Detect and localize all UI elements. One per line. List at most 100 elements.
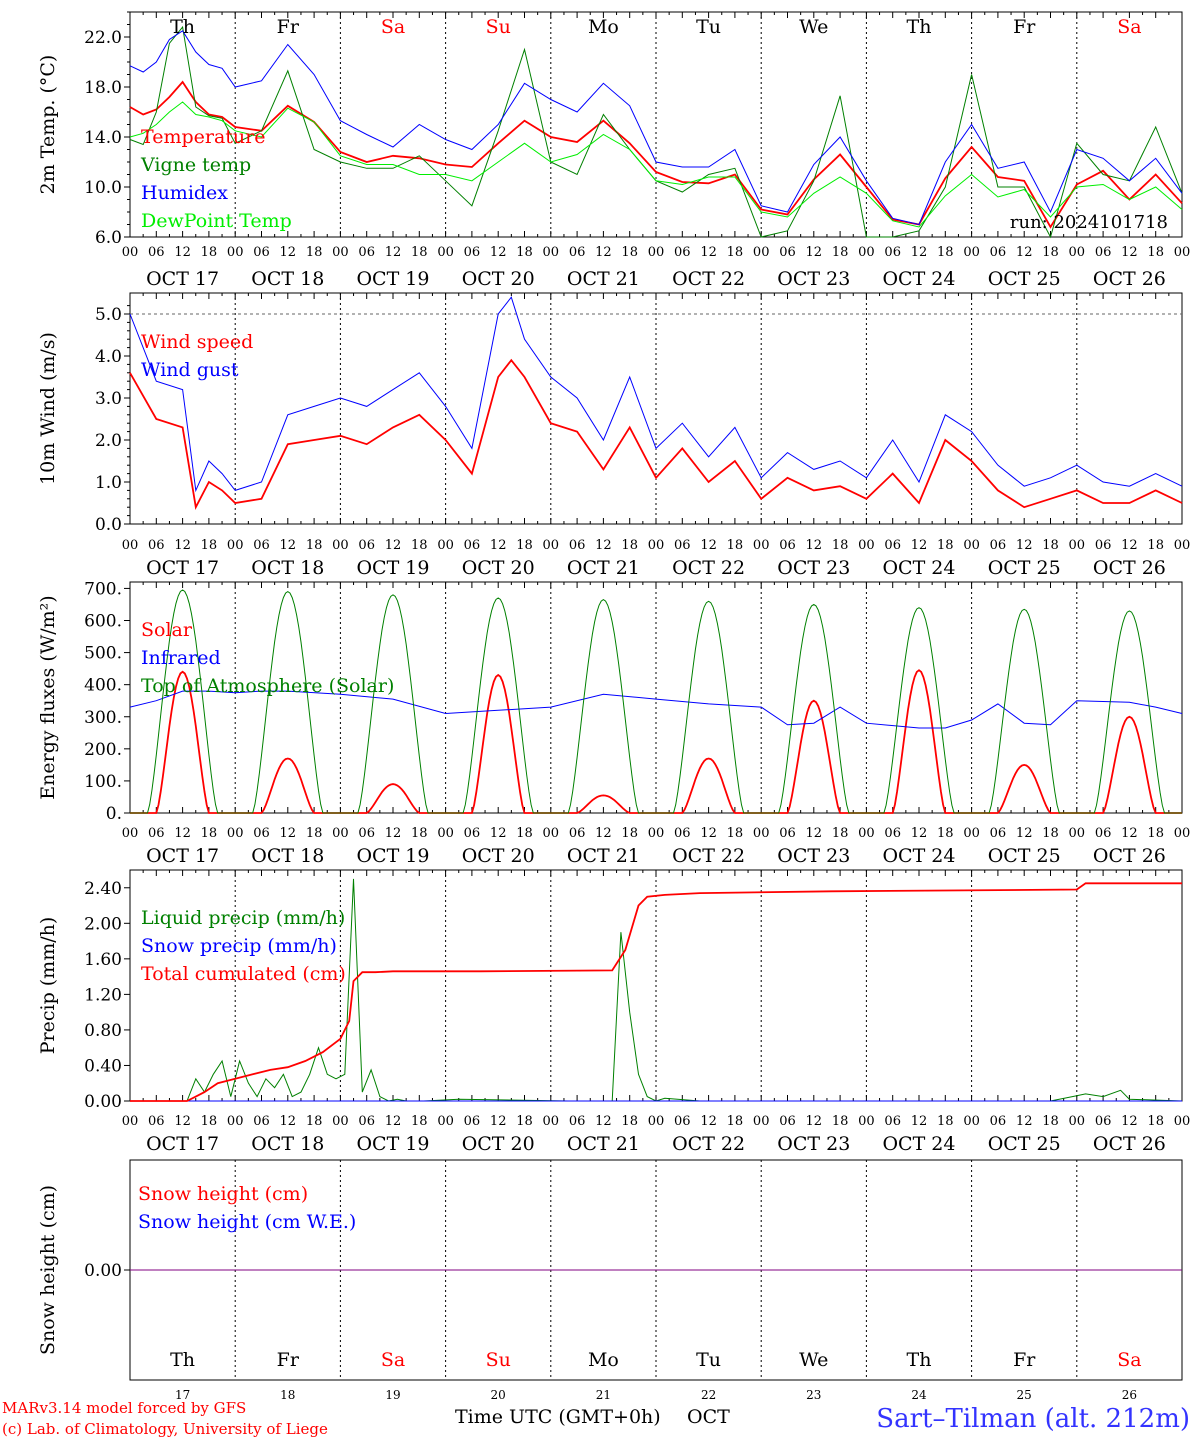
date-label: OCT 20 [462,557,535,579]
hour-tick-label: 18 [411,245,428,260]
day-name: Su [486,16,511,38]
day-name: Tu [696,16,721,38]
hour-tick-label: 06 [884,245,901,260]
hour-tick-label: 00 [858,245,875,260]
hour-tick-label: 00 [122,826,139,841]
y-tick-label: 500. [84,644,122,664]
date-label: OCT 26 [1093,845,1166,867]
hour-tick-label: 12 [911,538,928,553]
day-name: Fr [277,1349,300,1371]
hour-tick-label: 00 [1174,826,1191,841]
hour-tick-label: 12 [806,1114,823,1129]
legend-entry: Wind speed [141,331,253,353]
date-label: OCT 17 [146,557,219,579]
hour-tick-label: 18 [1042,1114,1059,1129]
hour-tick-label: 00 [753,826,770,841]
hour-tick-label: 00 [648,538,665,553]
hour-tick-label: 00 [122,1114,139,1129]
y-tick-label: 0.00 [84,1092,122,1112]
y-tick-label: 18.0 [84,78,122,98]
date-label: OCT 23 [777,1133,850,1155]
y-tick-label: 3.0 [95,389,122,409]
hour-tick-label: 18 [1147,245,1164,260]
date-label: OCT 23 [777,268,850,290]
hour-tick-label: 18 [621,826,638,841]
hour-tick-label: 00 [543,1114,560,1129]
hour-tick-label: 12 [911,1114,928,1129]
date-label: OCT 24 [882,1133,955,1155]
day-name: We [799,16,828,38]
hour-tick-label: 18 [727,826,744,841]
day-number: 22 [701,1388,716,1402]
hour-tick-label: 12 [1016,1114,1033,1129]
date-label: OCT 26 [1093,268,1166,290]
hour-tick-label: 06 [148,538,165,553]
day-number: 20 [491,1388,506,1402]
day-name: Fr [1013,1349,1036,1371]
series-line-temp-3 [129,101,1183,228]
day-name: Mo [588,16,619,38]
hour-tick-label: 18 [621,1114,638,1129]
series-line-flux-1 [129,690,1183,729]
hour-tick-label: 06 [990,826,1007,841]
hour-tick-label: 12 [1016,826,1033,841]
hour-tick-label: 12 [911,826,928,841]
run-label: run: 2024101718 [1010,212,1168,233]
hour-tick-label: 06 [358,826,375,841]
hour-tick-label: 18 [937,245,954,260]
hour-tick-label: 18 [411,826,428,841]
date-label: OCT 22 [672,1133,745,1155]
date-label: OCT 17 [146,1133,219,1155]
date-label: OCT 21 [567,845,640,867]
hour-tick-label: 00 [332,1114,349,1129]
date-label: OCT 18 [251,1133,324,1155]
day-name: Th [170,16,195,38]
date-label: OCT 20 [462,845,535,867]
date-label: OCT 18 [251,268,324,290]
legend-entry: Vigne temp [140,154,251,176]
y-tick-label: 6.0 [95,228,122,248]
y-tick-label: 5.0 [95,305,122,325]
hour-tick-label: 12 [911,245,928,260]
hour-tick-label: 00 [1069,245,1086,260]
hour-tick-label: 06 [674,826,691,841]
day-name: Fr [277,16,300,38]
date-label: OCT 25 [988,557,1061,579]
hour-tick-label: 06 [990,538,1007,553]
hour-tick-label: 18 [1147,826,1164,841]
hour-tick-label: 18 [411,538,428,553]
day-number: 19 [385,1388,400,1402]
date-label: OCT 25 [988,268,1061,290]
hour-tick-label: 00 [753,538,770,553]
y-tick-label: 600. [84,612,122,632]
hour-tick-label: 00 [1174,245,1191,260]
hour-tick-label: 00 [1174,1114,1191,1129]
hour-tick-label: 18 [727,1114,744,1129]
hour-tick-label: 12 [385,826,402,841]
hour-tick-label: 18 [937,1114,954,1129]
day-name: Su [486,1349,511,1371]
hour-tick-label: 18 [411,1114,428,1129]
hour-tick-label: 12 [280,538,297,553]
legend-entry: Snow height (cm) [138,1183,308,1205]
model-credit: MARv3.14 model forced by GFS [2,1399,246,1417]
hour-tick-label: 18 [832,538,849,553]
series-line-temp-0 [129,80,1183,229]
day-name: Sa [381,16,405,38]
date-label: OCT 26 [1093,557,1166,579]
hour-tick-label: 12 [280,245,297,260]
hour-tick-label: 06 [464,826,481,841]
hour-tick-label: 12 [700,1114,717,1129]
hour-tick-label: 18 [516,245,533,260]
day-number: 25 [1017,1388,1032,1402]
hour-tick-label: 18 [832,1114,849,1129]
hour-tick-label: 12 [700,245,717,260]
hour-tick-label: 00 [437,1114,454,1129]
hour-tick-label: 12 [700,826,717,841]
date-label: OCT 21 [567,268,640,290]
hour-tick-label: 00 [543,245,560,260]
y-axis-label: 2m Temp. (°C) [37,55,59,195]
hour-tick-label: 06 [148,245,165,260]
hour-tick-label: 00 [963,538,980,553]
date-label: OCT 19 [356,268,429,290]
